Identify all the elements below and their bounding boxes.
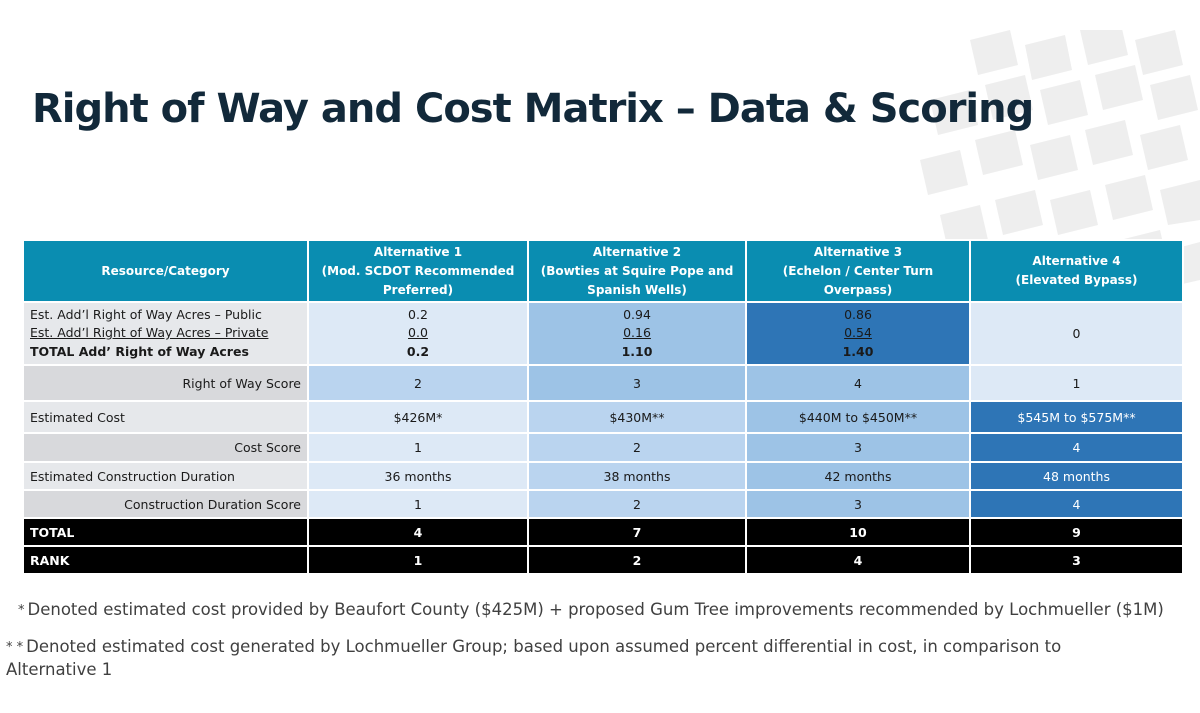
cell-value: $426M* [307,400,529,434]
header-alt-name: Alternative 2 [592,244,682,259]
table-row-total: TOTAL 4 7 10 9 [22,517,1184,547]
value-public: 0.2 [408,306,428,322]
cell-value: 42 months [745,461,971,491]
footnote-text: Denoted estimated cost provided by Beauf… [27,600,1164,619]
row-label: Estimated Cost [22,400,309,434]
cell-value: $430M** [527,400,747,434]
header-alternative-2: Alternative 2 (Bowties at Squire Pope an… [527,239,747,303]
footnote-1: * Denoted estimated cost provided by Beau… [18,599,1164,622]
label-public-acres: Est. Add’l Right of Way Acres – Public [30,306,262,322]
cell-value: 4 [969,432,1184,463]
cell-value: 36 months [307,461,529,491]
cell-value: 4 [745,545,971,575]
header-alt-name: Alternative 3 [813,244,903,259]
cell-value: 48 months [969,461,1184,491]
value-public: 0.94 [623,306,651,322]
table-row-rank: RANK 1 2 4 3 [22,545,1184,575]
value-private: 0.16 [623,325,651,341]
header-category: Resource/Category [22,239,309,303]
cost-matrix-table: Resource/Category Alternative 1 (Mod. SC… [22,239,1184,575]
table-row-cost-score: Cost Score 1 2 3 4 [22,432,1184,463]
cell-value: $545M to $575M** [969,400,1184,434]
cell-value: 38 months [527,461,747,491]
header-alt-subtitle: (Elevated Bypass) [1015,273,1138,287]
table-row-cost: Estimated Cost $426M* $430M** $440M to $… [22,400,1184,434]
label-private-acres: Est. Add’l Right of Way Acres – Private [30,325,269,341]
cell-value: 4 [307,517,529,547]
table-row-acres: Est. Add’l Right of Way Acres – Public E… [22,301,1184,366]
value-total: 0.2 [406,343,430,359]
footnote-2: * * Denoted estimated cost generated by L… [6,636,1106,681]
header-alternative-3: Alternative 3 (Echelon / Center Turn Ove… [745,239,971,303]
cell-value: 1 [307,545,529,575]
cell-value: 1 [307,489,529,519]
table-row-row-score: Right of Way Score 2 3 4 1 [22,364,1184,402]
cell-acres-alt3: 0.86 0.54 1.40 [745,301,971,366]
row-label: RANK [22,545,309,575]
header-alt-subtitle: (Echelon / Center Turn Overpass) [782,263,934,297]
cell-value: 4 [969,489,1184,519]
table-row-duration-score: Construction Duration Score 1 2 3 4 [22,489,1184,519]
cell-value: 2 [527,432,747,463]
value-private: 0.0 [408,325,428,341]
header-alt-subtitle: (Mod. SCDOT Recommended Preferred) [321,263,515,297]
label-total-acres: TOTAL Add’ Right of Way Acres [30,343,249,359]
table-row-duration: Estimated Construction Duration 36 month… [22,461,1184,491]
header-alt-name: Alternative 1 [373,244,463,259]
row-label: Estimated Construction Duration [22,461,309,491]
value-total: 1.10 [621,343,653,359]
header-alt-subtitle: (Bowties at Squire Pope and Spanish Well… [540,263,734,297]
cell-value: 9 [969,517,1184,547]
footnote-marker: * * [6,640,24,655]
cell-value: $440M to $450M** [745,400,971,434]
cell-value: 7 [527,517,747,547]
page-title: Right of Way and Cost Matrix – Data & Sc… [32,86,1034,132]
cell-value: 3 [969,545,1184,575]
cell-value: 2 [527,489,747,519]
cell-acres-alt2: 0.94 0.16 1.10 [527,301,747,366]
row-label: Construction Duration Score [22,489,309,519]
row-label: Cost Score [22,432,309,463]
cell-value: 3 [745,489,971,519]
cell-value: 2 [527,545,747,575]
header-alt-name: Alternative 4 [1032,254,1121,268]
cell-value: 3 [527,364,747,402]
cell-acres-alt1: 0.2 0.0 0.2 [307,301,529,366]
row-label-acres: Est. Add’l Right of Way Acres – Public E… [22,301,309,366]
cell-acres-alt4: 0 [969,301,1184,366]
footnote-text: Denoted estimated cost generated by Loch… [6,637,1062,679]
value-private: 0.54 [844,325,872,341]
value-total: 1.40 [842,343,874,359]
footnote-marker: * [18,603,25,618]
cell-value: 4 [745,364,971,402]
row-label: Right of Way Score [22,364,309,402]
cell-value: 3 [745,432,971,463]
header-alternative-4: Alternative 4 (Elevated Bypass) [969,239,1184,303]
cell-value: 2 [307,364,529,402]
header-row: Resource/Category Alternative 1 (Mod. SC… [22,239,1184,303]
cell-value: 1 [307,432,529,463]
cell-value: 10 [745,517,971,547]
value-public: 0.86 [844,306,872,322]
row-label: TOTAL [22,517,309,547]
header-alternative-1: Alternative 1 (Mod. SCDOT Recommended Pr… [307,239,529,303]
cell-value: 1 [969,364,1184,402]
